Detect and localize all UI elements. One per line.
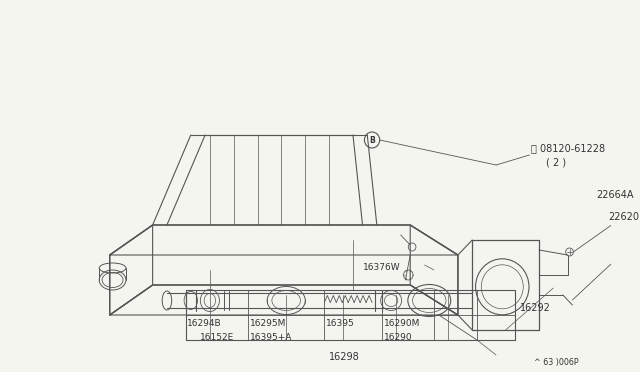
Text: B: B [369, 135, 375, 144]
Text: 16295M: 16295M [250, 318, 286, 327]
Circle shape [364, 132, 380, 148]
Text: 16395+A: 16395+A [250, 333, 292, 341]
Circle shape [566, 248, 573, 256]
Text: 16290: 16290 [383, 333, 412, 341]
Text: 16290M: 16290M [383, 318, 420, 327]
Text: 22664A: 22664A [596, 190, 634, 200]
Circle shape [404, 270, 413, 280]
Text: 16152E: 16152E [200, 333, 235, 341]
Circle shape [408, 243, 416, 251]
Text: 16395: 16395 [326, 318, 355, 327]
Text: Ⓑ 08120-61228: Ⓑ 08120-61228 [531, 143, 605, 153]
Text: 16298: 16298 [329, 352, 360, 362]
Text: 22620: 22620 [609, 212, 639, 222]
Text: ^ 63 )006P: ^ 63 )006P [534, 359, 579, 368]
Text: 16376W: 16376W [362, 263, 400, 273]
Text: ( 2 ): ( 2 ) [546, 157, 566, 167]
Text: 16294B: 16294B [187, 318, 221, 327]
Text: 16292: 16292 [520, 303, 551, 313]
